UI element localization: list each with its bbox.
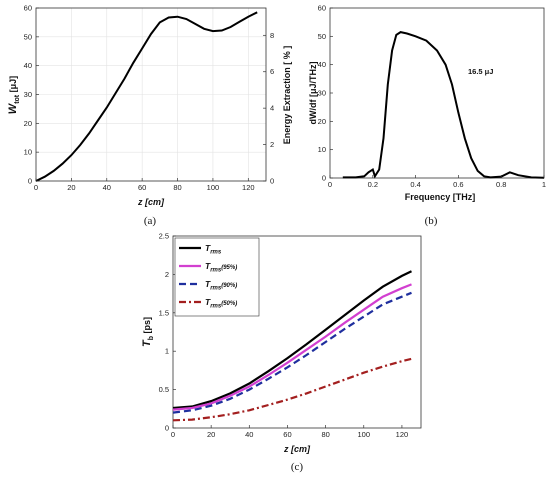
series-line-4	[172, 357, 412, 422]
panel-b-y-axis-label: dW/df [μJ/THz]	[308, 62, 318, 125]
x-tick-label: 0.4	[410, 180, 420, 189]
series-line-2	[172, 283, 412, 411]
panel-a-x-axis-label: z [cm]	[137, 197, 165, 207]
legend-label-3: Trms(90%)	[205, 279, 237, 292]
y-tick-label: 0	[165, 424, 169, 433]
x-tick-label: 120	[396, 430, 409, 439]
panel-b-caption: (b)	[425, 215, 438, 227]
y-tick-label: 1	[165, 347, 169, 356]
series-line-1	[172, 270, 412, 410]
y-tick-label: 10	[24, 148, 32, 157]
panel-a-y-axis-label-sub: tot	[14, 94, 21, 104]
series-line-3	[172, 291, 412, 414]
x-tick-label: 100	[358, 430, 371, 439]
panel-c-series-lines	[172, 270, 412, 422]
y-tick-label: 60	[318, 4, 326, 13]
x-tick-label: 40	[103, 183, 111, 192]
y2-tick-label: 8	[270, 31, 274, 40]
panel-a-y-axis-label-unit: [μJ]	[8, 76, 18, 93]
panel-b: 0 0.2 0.4 0.6 0.8 1 0 10 20 30 40 50 60 16.5 μJ Fre…	[308, 4, 546, 228]
x-tick-label: 100	[207, 183, 220, 192]
panel-b-annotation: 16.5 μJ	[468, 67, 493, 76]
panel-a-caption: (a)	[144, 215, 157, 227]
x-tick-label: 60	[283, 430, 291, 439]
x-tick-label: 0.8	[496, 180, 506, 189]
y-tick-label: 50	[24, 32, 32, 41]
y-tick-label: 10	[318, 145, 326, 154]
panel-b-plot-frame	[329, 7, 545, 179]
y-tick-label: 40	[24, 61, 32, 70]
y-tick-label: 2.5	[159, 232, 169, 241]
x-tick-label: 0	[34, 183, 38, 192]
x-tick-label: 80	[321, 430, 329, 439]
y-tick-label: 0.5	[159, 385, 169, 394]
panel-a: 0 20 40 60 80 100 120 0 10 20 30 40 50 60 0 2 4 6 8 z [c…	[7, 4, 292, 228]
x-tick-label: 1	[542, 180, 546, 189]
y-tick-label: 0	[28, 177, 32, 186]
y2-tick-label: 0	[270, 177, 274, 186]
legend-label-4: Trms(50%)	[205, 297, 237, 310]
x-tick-label: 20	[67, 183, 75, 192]
x-tick-label: 0	[171, 430, 175, 439]
y-tick-label: 20	[318, 117, 326, 126]
panel-b-y-tick-labels: 0 10 20 30 40 50 60	[318, 4, 333, 183]
panel-c-y-axis-label: Tb [ps]	[141, 317, 155, 347]
panel-c-y-axis-label-unit: [ps]	[142, 317, 152, 334]
x-tick-label: 80	[173, 183, 181, 192]
panel-c-y-axis-label-sub: b	[148, 336, 155, 340]
panel-a-y-axis-label-main: W	[7, 102, 19, 114]
y-tick-label: 1.5	[159, 308, 169, 317]
panel-c-plot-frame	[172, 235, 422, 429]
panel-c-legend: Trms Trms(95%) Trms(90%) Trms(50%)	[174, 237, 260, 317]
y-tick-label: 40	[318, 60, 326, 69]
panel-c-x-axis-label: z [cm]	[283, 444, 311, 454]
x-tick-label: 20	[207, 430, 215, 439]
panel-a-y-axis-label: Wtot [μJ]	[7, 76, 21, 114]
x-tick-label: 0.6	[453, 180, 463, 189]
panel-c-legend-entries: Trms Trms(95%) Trms(90%) Trms(50%)	[179, 243, 237, 310]
y-tick-label: 0	[322, 174, 326, 183]
panel-a-y2-axis-label: Energy Extraction [ % ]	[282, 46, 292, 145]
panel-c-y-axis-label-main: T	[141, 339, 153, 347]
x-tick-label: 60	[138, 183, 146, 192]
x-tick-label: 120	[242, 183, 255, 192]
y-tick-label: 50	[318, 32, 326, 41]
panel-a-y-tick-labels: 0 10 20 30 40 50 60	[24, 4, 39, 186]
x-tick-label: 0	[328, 180, 332, 189]
x-tick-label: 0.2	[368, 180, 378, 189]
y-tick-label: 60	[24, 4, 32, 13]
y2-tick-label: 6	[270, 67, 274, 76]
legend-label-1: Trms	[205, 243, 222, 256]
panel-b-x-tick-labels: 0 0.2 0.4 0.6 0.8 1	[328, 175, 546, 189]
panel-a-series-line	[35, 11, 258, 182]
panel-c-x-tick-labels: 0 20 40 60 80 100 120	[171, 425, 408, 439]
legend-label-2: Trms(95%)	[205, 261, 237, 274]
y-tick-label: 30	[318, 89, 326, 98]
y2-tick-label: 2	[270, 140, 274, 149]
panel-c: 0 20 40 60 80 100 120 0 0.5 1 1.5 2 2.5 Trms Trms(95…	[141, 232, 422, 473]
x-tick-label: 40	[245, 430, 253, 439]
panel-b-x-axis-label: Frequency [THz]	[405, 192, 476, 202]
panel-a-y2-tick-labels: 0 2 4 6 8	[263, 31, 274, 186]
y-tick-label: 20	[24, 119, 32, 128]
y-tick-label: 2	[165, 270, 169, 279]
panel-c-caption: (c)	[291, 461, 304, 473]
y-tick-label: 30	[24, 90, 32, 99]
panel-a-x-tick-labels: 0 20 40 60 80 100 120	[34, 178, 255, 192]
panel-b-series-line	[342, 31, 545, 179]
y2-tick-label: 4	[270, 104, 274, 113]
